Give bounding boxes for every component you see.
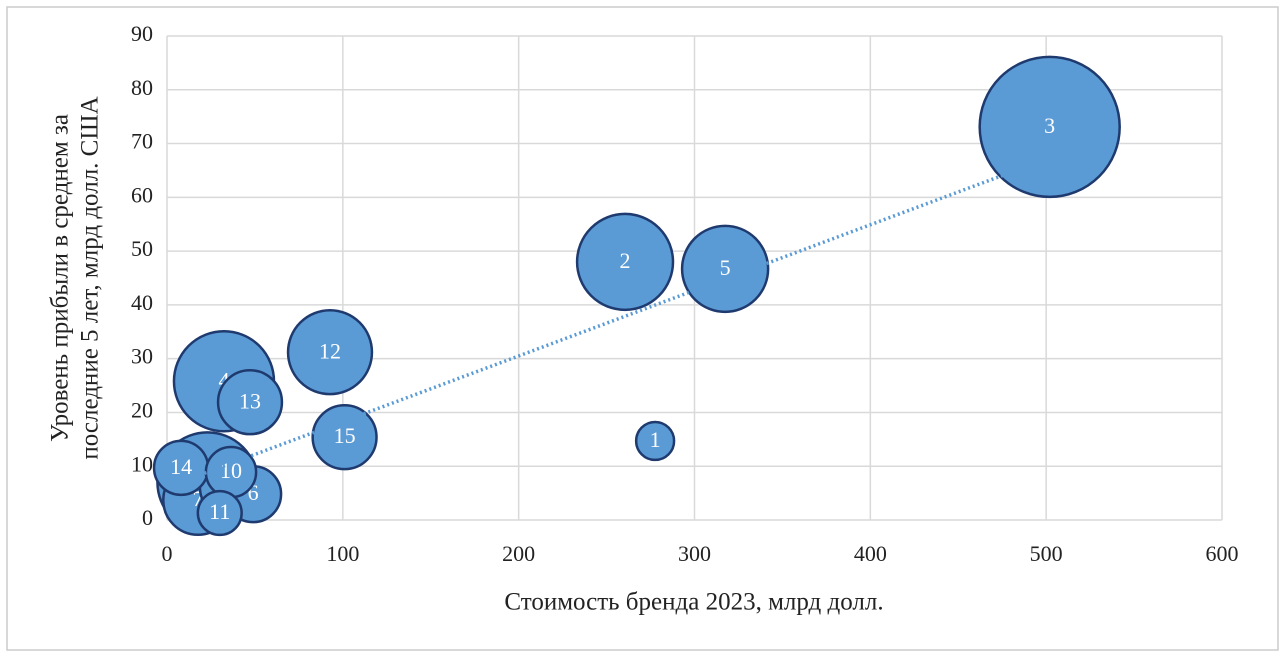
bubble: [196, 489, 243, 537]
x-tick-label: 400: [854, 541, 887, 566]
y-tick-label: 70: [131, 129, 153, 154]
data-label: 10: [220, 458, 242, 483]
data-label: 4: [218, 367, 229, 392]
x-tick-label: 500: [1030, 541, 1063, 566]
bubble: [216, 369, 284, 436]
y-tick-label: 80: [131, 75, 153, 100]
x-tick-label: 300: [678, 541, 711, 566]
x-tick-label: 0: [162, 541, 173, 566]
y-axis-label-line: последние 5 лет, млрд долл. США: [77, 96, 104, 459]
y-tick-label: 40: [131, 290, 153, 315]
data-label: 1: [650, 427, 661, 452]
y-axis-label-line: Уровень прибыли в среднем за: [47, 114, 74, 442]
y-tick-label: 60: [131, 182, 153, 207]
x-axis-label: Стоимость бренда 2023, млрд долл.: [504, 589, 883, 616]
y-axis-label: Уровень прибыли в среднем за последние 5…: [47, 96, 104, 459]
data-label: 2: [620, 248, 631, 273]
data-label: 7: [192, 486, 203, 511]
y-tick-label: 30: [131, 344, 153, 369]
y-tick-label: 20: [131, 397, 153, 422]
bubble: [286, 309, 374, 396]
data-label: 15: [334, 423, 356, 448]
data-label: 3: [1044, 113, 1055, 138]
y-tick-label: 10: [131, 451, 153, 476]
data-label: 5: [720, 255, 731, 280]
bubble: [311, 403, 378, 471]
bubble: [978, 55, 1121, 199]
data-label: 13: [239, 388, 261, 413]
data-label: 14: [170, 454, 192, 479]
bubble: [575, 212, 675, 312]
y-tick-label: 0: [142, 505, 153, 530]
y-tick-label: 50: [131, 236, 153, 261]
data-label: 12: [319, 338, 341, 363]
data-label: 11: [209, 499, 230, 524]
frame: [6, 6, 1279, 651]
bubble: [680, 224, 770, 314]
data-label: 6: [248, 480, 259, 505]
bubble: [634, 420, 676, 462]
y-tick-label: 90: [131, 21, 153, 46]
x-tick-label: 200: [502, 541, 535, 566]
x-tick-label: 600: [1206, 541, 1239, 566]
x-tick-label: 100: [326, 541, 359, 566]
